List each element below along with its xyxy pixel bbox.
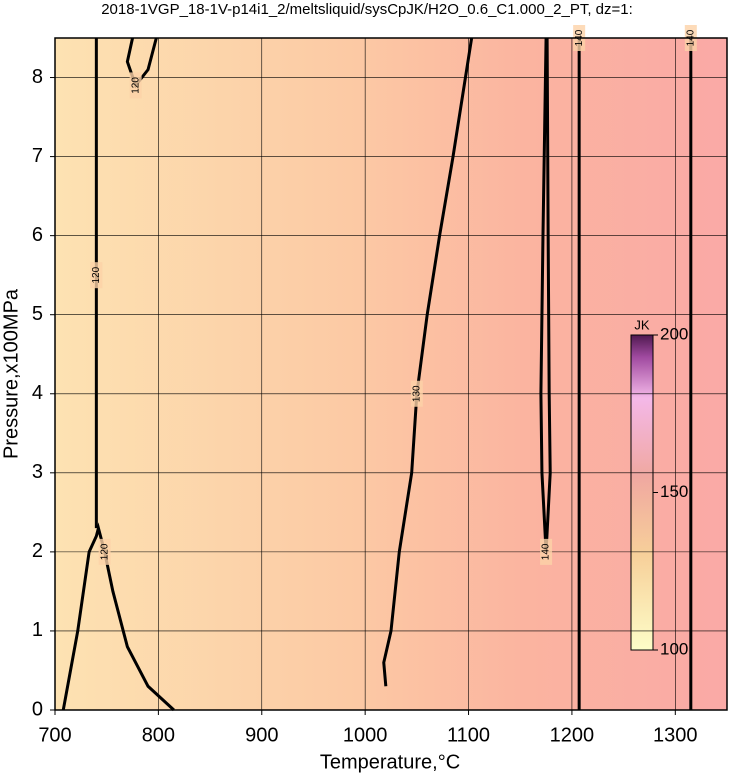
x-tick-label: 1100 xyxy=(447,724,490,746)
y-tick-label: 6 xyxy=(32,224,43,246)
y-tick-label: 1 xyxy=(32,619,43,641)
contour-label-bg xyxy=(90,262,103,289)
plot-frame xyxy=(54,37,728,711)
colorbar-label: JK xyxy=(634,317,650,332)
x-tick-label: 1300 xyxy=(653,724,698,746)
colorbar xyxy=(630,334,654,651)
x-tick-label: 1000 xyxy=(343,724,388,746)
contour-label: 120 xyxy=(130,77,141,94)
y-tick-label: 5 xyxy=(32,303,43,325)
colorbar-tick-label: 150 xyxy=(660,482,688,501)
y-tick-label: 7 xyxy=(32,145,43,167)
contour-label-bg xyxy=(98,538,111,565)
contour-label-bg xyxy=(410,380,423,407)
y-tick-label: 2 xyxy=(32,540,43,562)
contour-label: 120 xyxy=(99,543,110,560)
contour-label: 130 xyxy=(411,385,422,402)
y-tick-label: 0 xyxy=(32,698,43,720)
contour-label-bg xyxy=(540,538,553,565)
y-tick-label: 3 xyxy=(32,461,43,483)
x-tick-label: 700 xyxy=(38,724,71,746)
y-tick-label: 8 xyxy=(32,66,43,88)
x-tick-label: 900 xyxy=(245,724,278,746)
colorbar-tick-label: 100 xyxy=(660,639,688,658)
chart-title: 2018-1VGP_18-1V-p14i1_2/meltsliquid/sysC… xyxy=(101,1,633,18)
y-axis-label: Pressure,x100MPa xyxy=(0,288,22,459)
x-axis-label: Temperature,°C xyxy=(320,751,460,773)
x-tick-label: 1200 xyxy=(550,724,595,746)
colorbar-tick-label: 200 xyxy=(660,324,688,343)
contour-label-bg xyxy=(129,72,142,99)
plot-field xyxy=(55,38,727,710)
x-tick-label: 800 xyxy=(142,724,175,746)
contour-label: 140 xyxy=(541,543,552,560)
y-tick-label: 4 xyxy=(32,382,43,404)
contour-label: 120 xyxy=(91,266,102,283)
